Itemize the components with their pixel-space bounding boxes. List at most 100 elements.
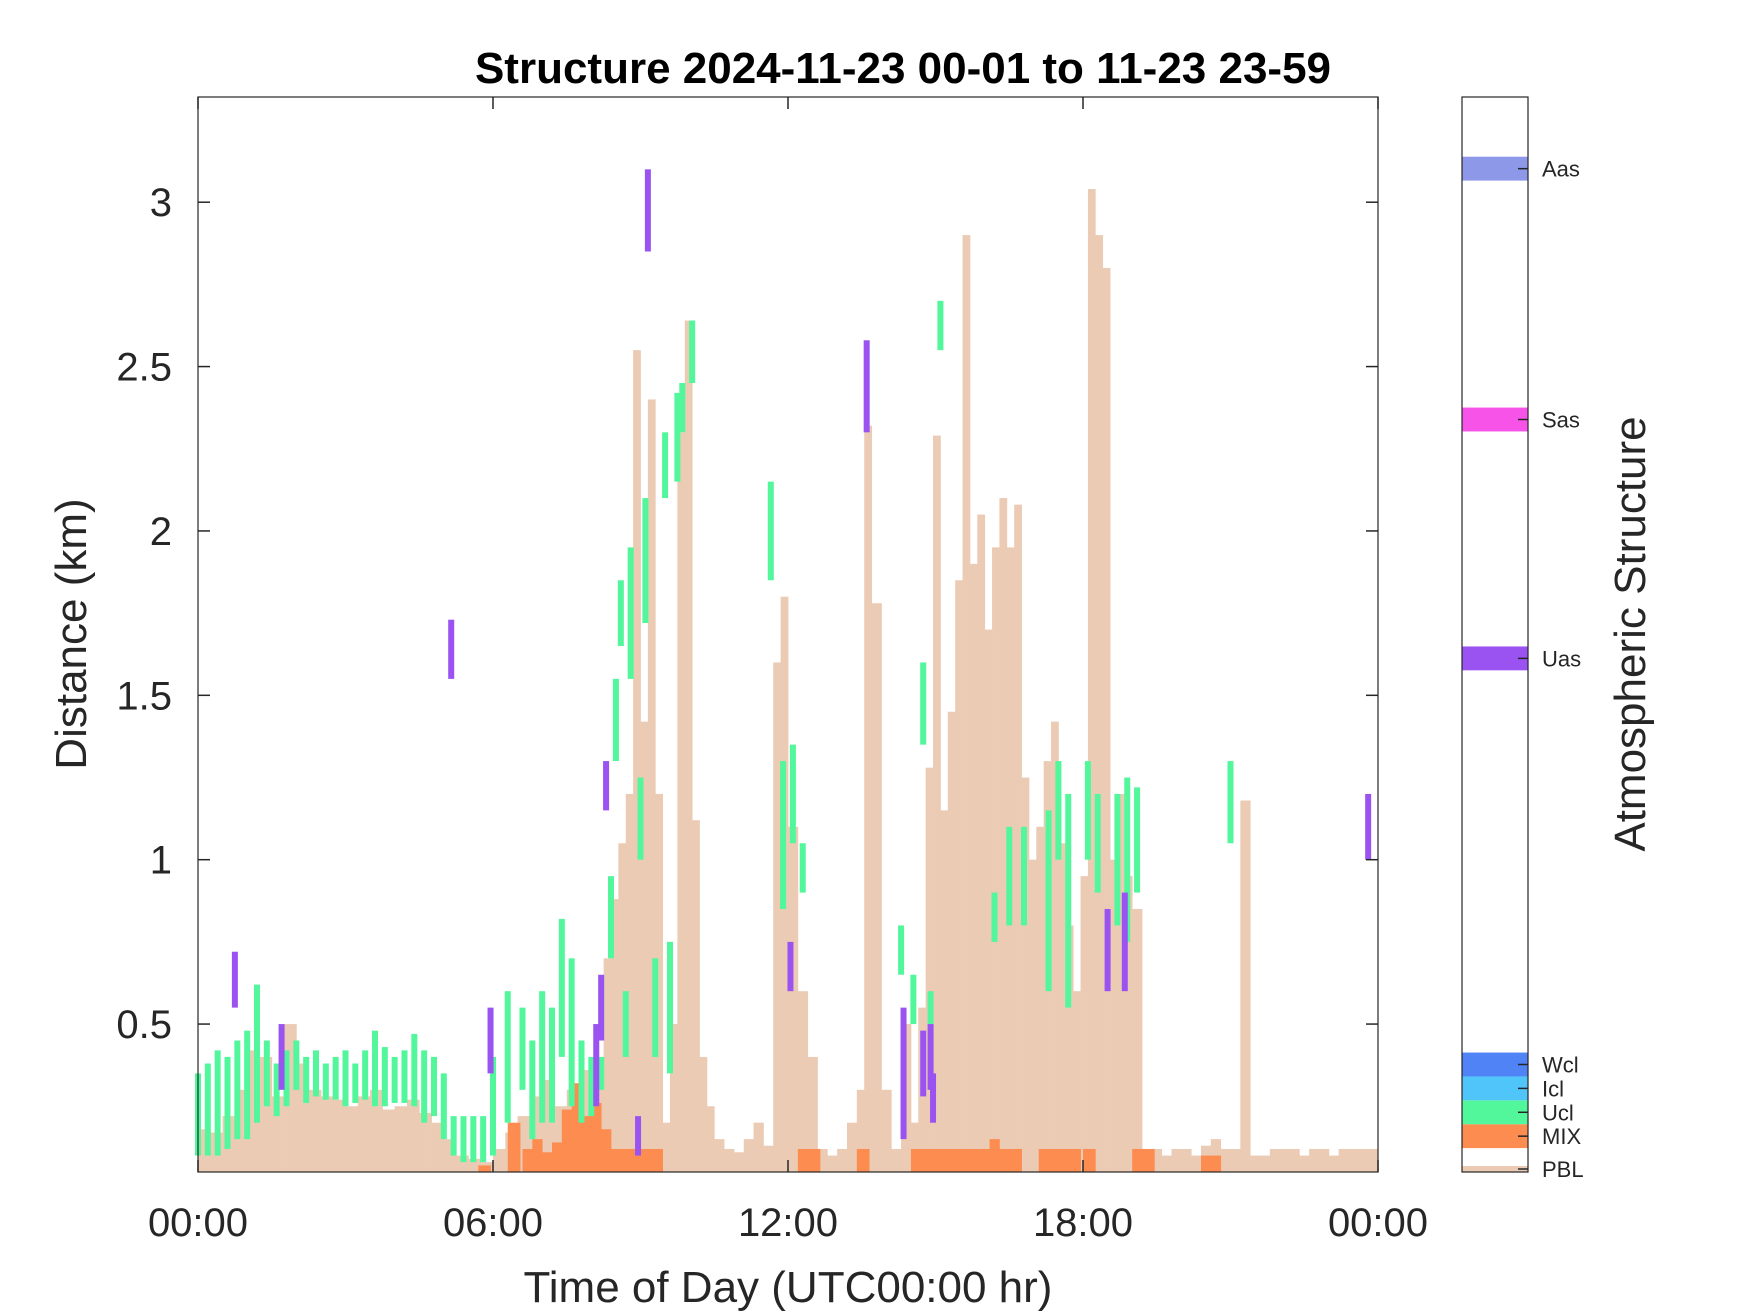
- mix-bar: [1068, 1148, 1081, 1172]
- pbl-bar: [706, 1106, 715, 1172]
- pbl-bar: [684, 320, 693, 1173]
- uas-segment: [598, 974, 605, 1041]
- mix-bar: [950, 1148, 961, 1172]
- x-axis: 00:00 06:00 12:00 18:00 00:00: [148, 97, 1428, 1245]
- mix-bar: [620, 1148, 632, 1172]
- pbl-bar: [1132, 909, 1143, 1172]
- colorbar-block-wcl: [1462, 1052, 1528, 1077]
- ucl-segment: [910, 974, 917, 1025]
- pbl-bar: [847, 1122, 858, 1172]
- colorbar-title: Atmospheric Structure: [1606, 416, 1655, 851]
- pbl-bar: [1058, 843, 1067, 1172]
- pbl-bar: [1095, 235, 1104, 1173]
- ucl-segment: [1134, 787, 1141, 893]
- ucl-segment: [204, 1063, 211, 1156]
- mix-bar: [1201, 1155, 1212, 1172]
- mix-bar: [1009, 1148, 1022, 1172]
- ucl-segment: [254, 984, 260, 1123]
- pbl-bar: [881, 1089, 892, 1172]
- ucl-segment: [490, 1056, 496, 1156]
- pbl-bar: [382, 1109, 396, 1172]
- pbl-bar: [640, 721, 649, 1172]
- pbl-bar: [940, 810, 949, 1172]
- y-tick-label: 2: [150, 510, 172, 554]
- colorbar-label-wcl: Wcl: [1542, 1053, 1579, 1078]
- mix-bar: [1083, 1148, 1096, 1172]
- pbl-bar: [797, 991, 809, 1172]
- pbl-bar: [1110, 859, 1118, 1172]
- pbl-bar: [618, 843, 627, 1172]
- ucl-segment: [1021, 826, 1027, 926]
- ucl-segment: [898, 925, 905, 975]
- pbl-bar: [333, 1099, 346, 1172]
- pbl-bar: [1181, 1148, 1192, 1172]
- pbl-bar: [699, 1056, 708, 1172]
- ucl-segment: [391, 1056, 398, 1103]
- ucl-segment: [539, 991, 546, 1123]
- ucl-segment: [421, 1050, 428, 1123]
- ucl-segment: [627, 547, 634, 679]
- colorbar-label-uas: Uas: [1542, 646, 1581, 671]
- ucl-segment: [283, 1050, 290, 1107]
- ucl-segment: [440, 1073, 447, 1140]
- mix-bar: [552, 1142, 563, 1172]
- ucl-segment: [362, 1050, 369, 1100]
- pbl-bar: [647, 399, 656, 1172]
- uas-segment: [644, 169, 651, 252]
- pbl-bar: [1102, 267, 1111, 1172]
- mix-bar: [940, 1148, 951, 1172]
- ucl-segment: [780, 761, 787, 910]
- series-ucl: [195, 300, 1234, 1163]
- colorbar-block-pbl: [1462, 1166, 1528, 1172]
- mix-bar: [856, 1148, 870, 1172]
- colorbar-label-sas: Sas: [1542, 408, 1580, 433]
- mix-bar: [910, 1148, 922, 1172]
- uas-segment: [930, 1073, 937, 1123]
- ucl-segment: [608, 876, 614, 959]
- x-tick-label: 12:00: [738, 1201, 838, 1245]
- ucl-segment: [263, 1040, 270, 1107]
- uas-segment: [920, 1030, 927, 1097]
- ucl-segment: [332, 1056, 339, 1100]
- x-tick-label: 18:00: [1033, 1201, 1133, 1245]
- ucl-segment: [224, 1056, 231, 1149]
- mix-bar: [1058, 1148, 1069, 1172]
- pbl-bar: [1021, 777, 1030, 1172]
- ucl-segment: [273, 1063, 280, 1117]
- ucl-segment: [637, 777, 644, 860]
- pbl-bar: [1279, 1148, 1290, 1172]
- ucl-segment: [313, 1050, 319, 1097]
- pbl-bar: [969, 563, 978, 1172]
- pbl-bar: [1065, 925, 1074, 1172]
- pbl-bar: [1230, 1148, 1241, 1172]
- mix-bar: [630, 1148, 641, 1172]
- ucl-segment: [920, 662, 927, 745]
- y-tick-label: 0.5: [116, 1003, 172, 1047]
- ucl-segment: [558, 918, 565, 1057]
- pbl-bar: [1368, 1148, 1379, 1172]
- ucl-segment: [1045, 810, 1052, 992]
- uas-segment: [448, 619, 455, 679]
- ucl-segment: [937, 300, 944, 351]
- pbl-bar: [947, 711, 956, 1172]
- pbl-bar: [308, 1089, 322, 1172]
- uas-segment: [787, 941, 794, 992]
- mix-bar: [1132, 1148, 1143, 1172]
- ucl-segment: [667, 941, 673, 1074]
- mix-bar: [797, 1148, 809, 1172]
- mix-bar: [532, 1139, 543, 1172]
- pbl-bar: [633, 350, 641, 1173]
- mix-bar: [1210, 1155, 1222, 1172]
- mix-bar: [969, 1148, 981, 1172]
- uas-segment: [1365, 793, 1372, 860]
- pbl-bar: [733, 1152, 745, 1172]
- uas-segment: [927, 1024, 934, 1090]
- mix-bar: [522, 1148, 533, 1172]
- pbl-bar: [891, 1148, 902, 1172]
- ucl-segment: [662, 432, 669, 499]
- ucl-segment: [411, 1033, 418, 1107]
- ucl-segment: [612, 678, 619, 762]
- pbl-bar: [1051, 721, 1059, 1172]
- colorbar-block-uas: [1462, 646, 1528, 671]
